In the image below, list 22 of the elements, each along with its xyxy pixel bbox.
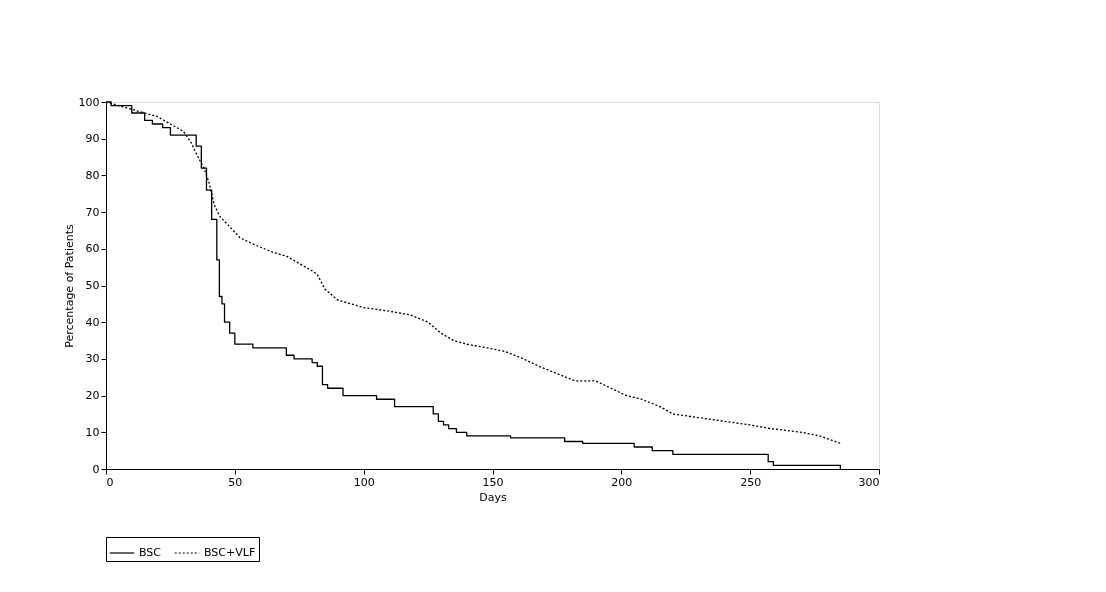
y-tick-label: 80 [85,168,100,182]
y-tick-label: 40 [85,315,100,329]
x-tick-label: 100 [353,475,375,489]
x-tick-label: 200 [611,475,633,489]
y-tick-label: 0 [92,462,100,476]
x-tick-label: 50 [228,475,243,489]
x-tick-label: 0 [106,475,114,489]
x-tick-label: 250 [740,475,762,489]
y-tick-label: 60 [85,242,100,256]
y-tick-label: 30 [85,352,100,366]
legend-label: BSC [139,546,162,559]
y-tick-label: 20 [85,389,100,403]
legend-label: BSC+VLF [204,546,256,559]
y-axis-title: Percentage of Patients [62,223,76,348]
x-axis-title: Days [479,490,507,504]
y-tick-label: 90 [85,132,100,146]
y-tick-label: 50 [85,279,100,292]
y-tick-label: 10 [85,425,100,439]
x-tick-label: 300 [858,475,880,489]
x-tick-label: 150 [482,475,504,489]
y-tick-label: 100 [78,95,100,109]
y-tick-label: 70 [85,205,100,219]
